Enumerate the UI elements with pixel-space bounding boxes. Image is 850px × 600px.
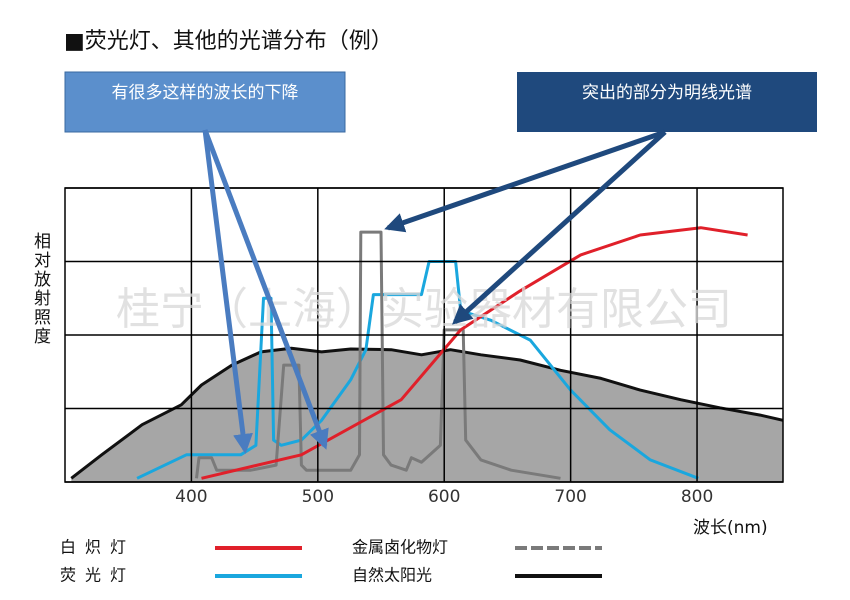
line bbox=[201, 226, 748, 480]
y-axis-label-text: 相对放射照度 bbox=[30, 232, 51, 346]
legend-label: 金属卤化物灯 bbox=[352, 538, 448, 557]
annotation-box bbox=[64, 71, 346, 133]
arrows bbox=[202, 129, 667, 454]
x-tick-label: 800 bbox=[681, 487, 713, 507]
arrow bbox=[384, 129, 666, 233]
annotation: 突出的部分为明线光谱 bbox=[582, 83, 752, 103]
x-tick-label: 700 bbox=[554, 487, 586, 507]
annotation-box bbox=[517, 72, 817, 132]
legend-label: 荧光灯 bbox=[60, 566, 135, 585]
chart-title: ■荧光灯、其他的光谱分布（例） bbox=[64, 29, 393, 54]
plot-border bbox=[64, 187, 784, 483]
legend-label: 自然太阳光 bbox=[352, 566, 432, 585]
x-axis-label: 波长(nm) bbox=[693, 518, 768, 538]
arrow bbox=[452, 130, 667, 325]
x-tick-label: 400 bbox=[175, 487, 207, 507]
watermark: 桂宁（上海）实验器材有限公司 bbox=[116, 284, 732, 335]
legend-label: 白炽灯 bbox=[60, 538, 135, 557]
annotation: 有很多这样的波长的下降 bbox=[112, 83, 299, 103]
arrow bbox=[202, 129, 253, 454]
line bbox=[136, 260, 699, 480]
arrow bbox=[202, 129, 329, 450]
y-axis-label: 相对放射照度 bbox=[30, 232, 51, 346]
x-tick-label: 600 bbox=[428, 487, 460, 507]
x-tick-label: 500 bbox=[302, 487, 334, 507]
plot: 400 500 600 700 800 bbox=[64, 187, 784, 507]
